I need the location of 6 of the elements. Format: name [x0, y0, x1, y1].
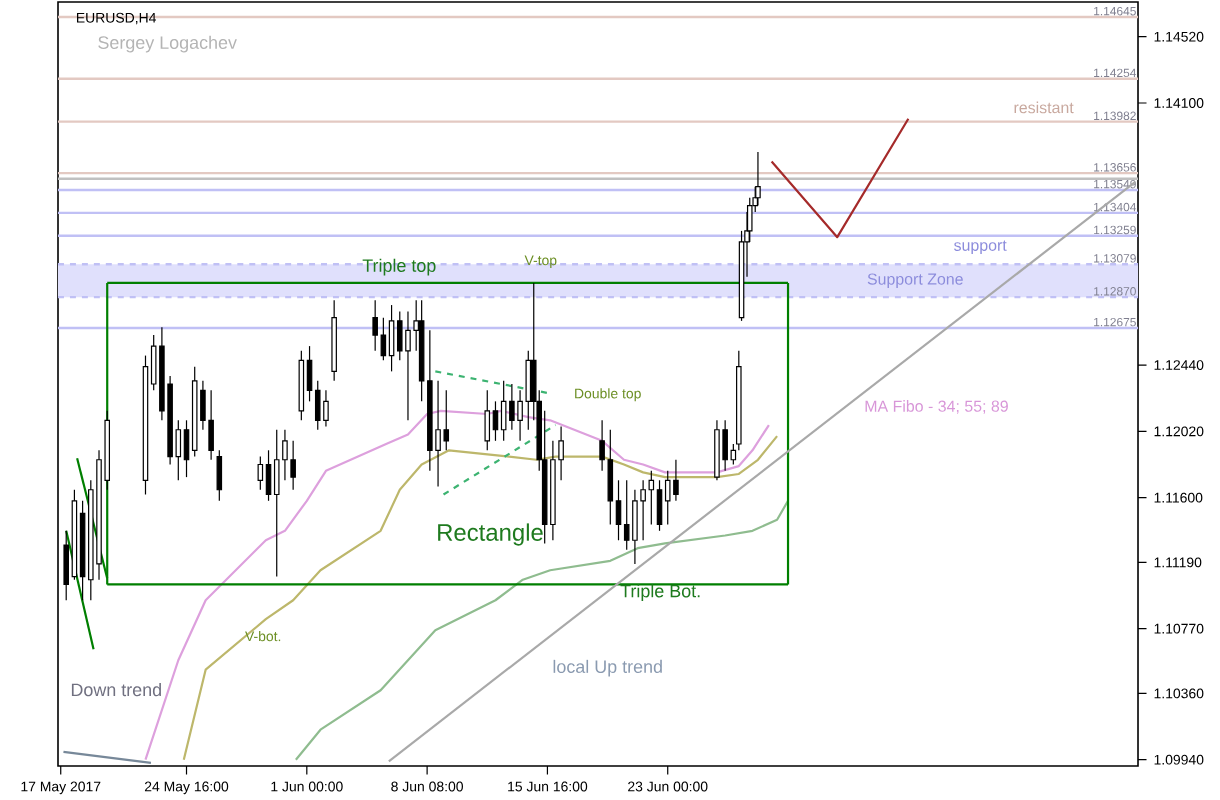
annotation: local Up trend: [553, 659, 662, 677]
text: Sergey Logachev: [98, 35, 237, 53]
annotation: Rectangle: [438, 523, 543, 546]
annotation: Triple top: [362, 258, 436, 276]
annotation: Down trend: [71, 683, 161, 697]
annotation: Triple Bot.: [620, 584, 700, 601]
